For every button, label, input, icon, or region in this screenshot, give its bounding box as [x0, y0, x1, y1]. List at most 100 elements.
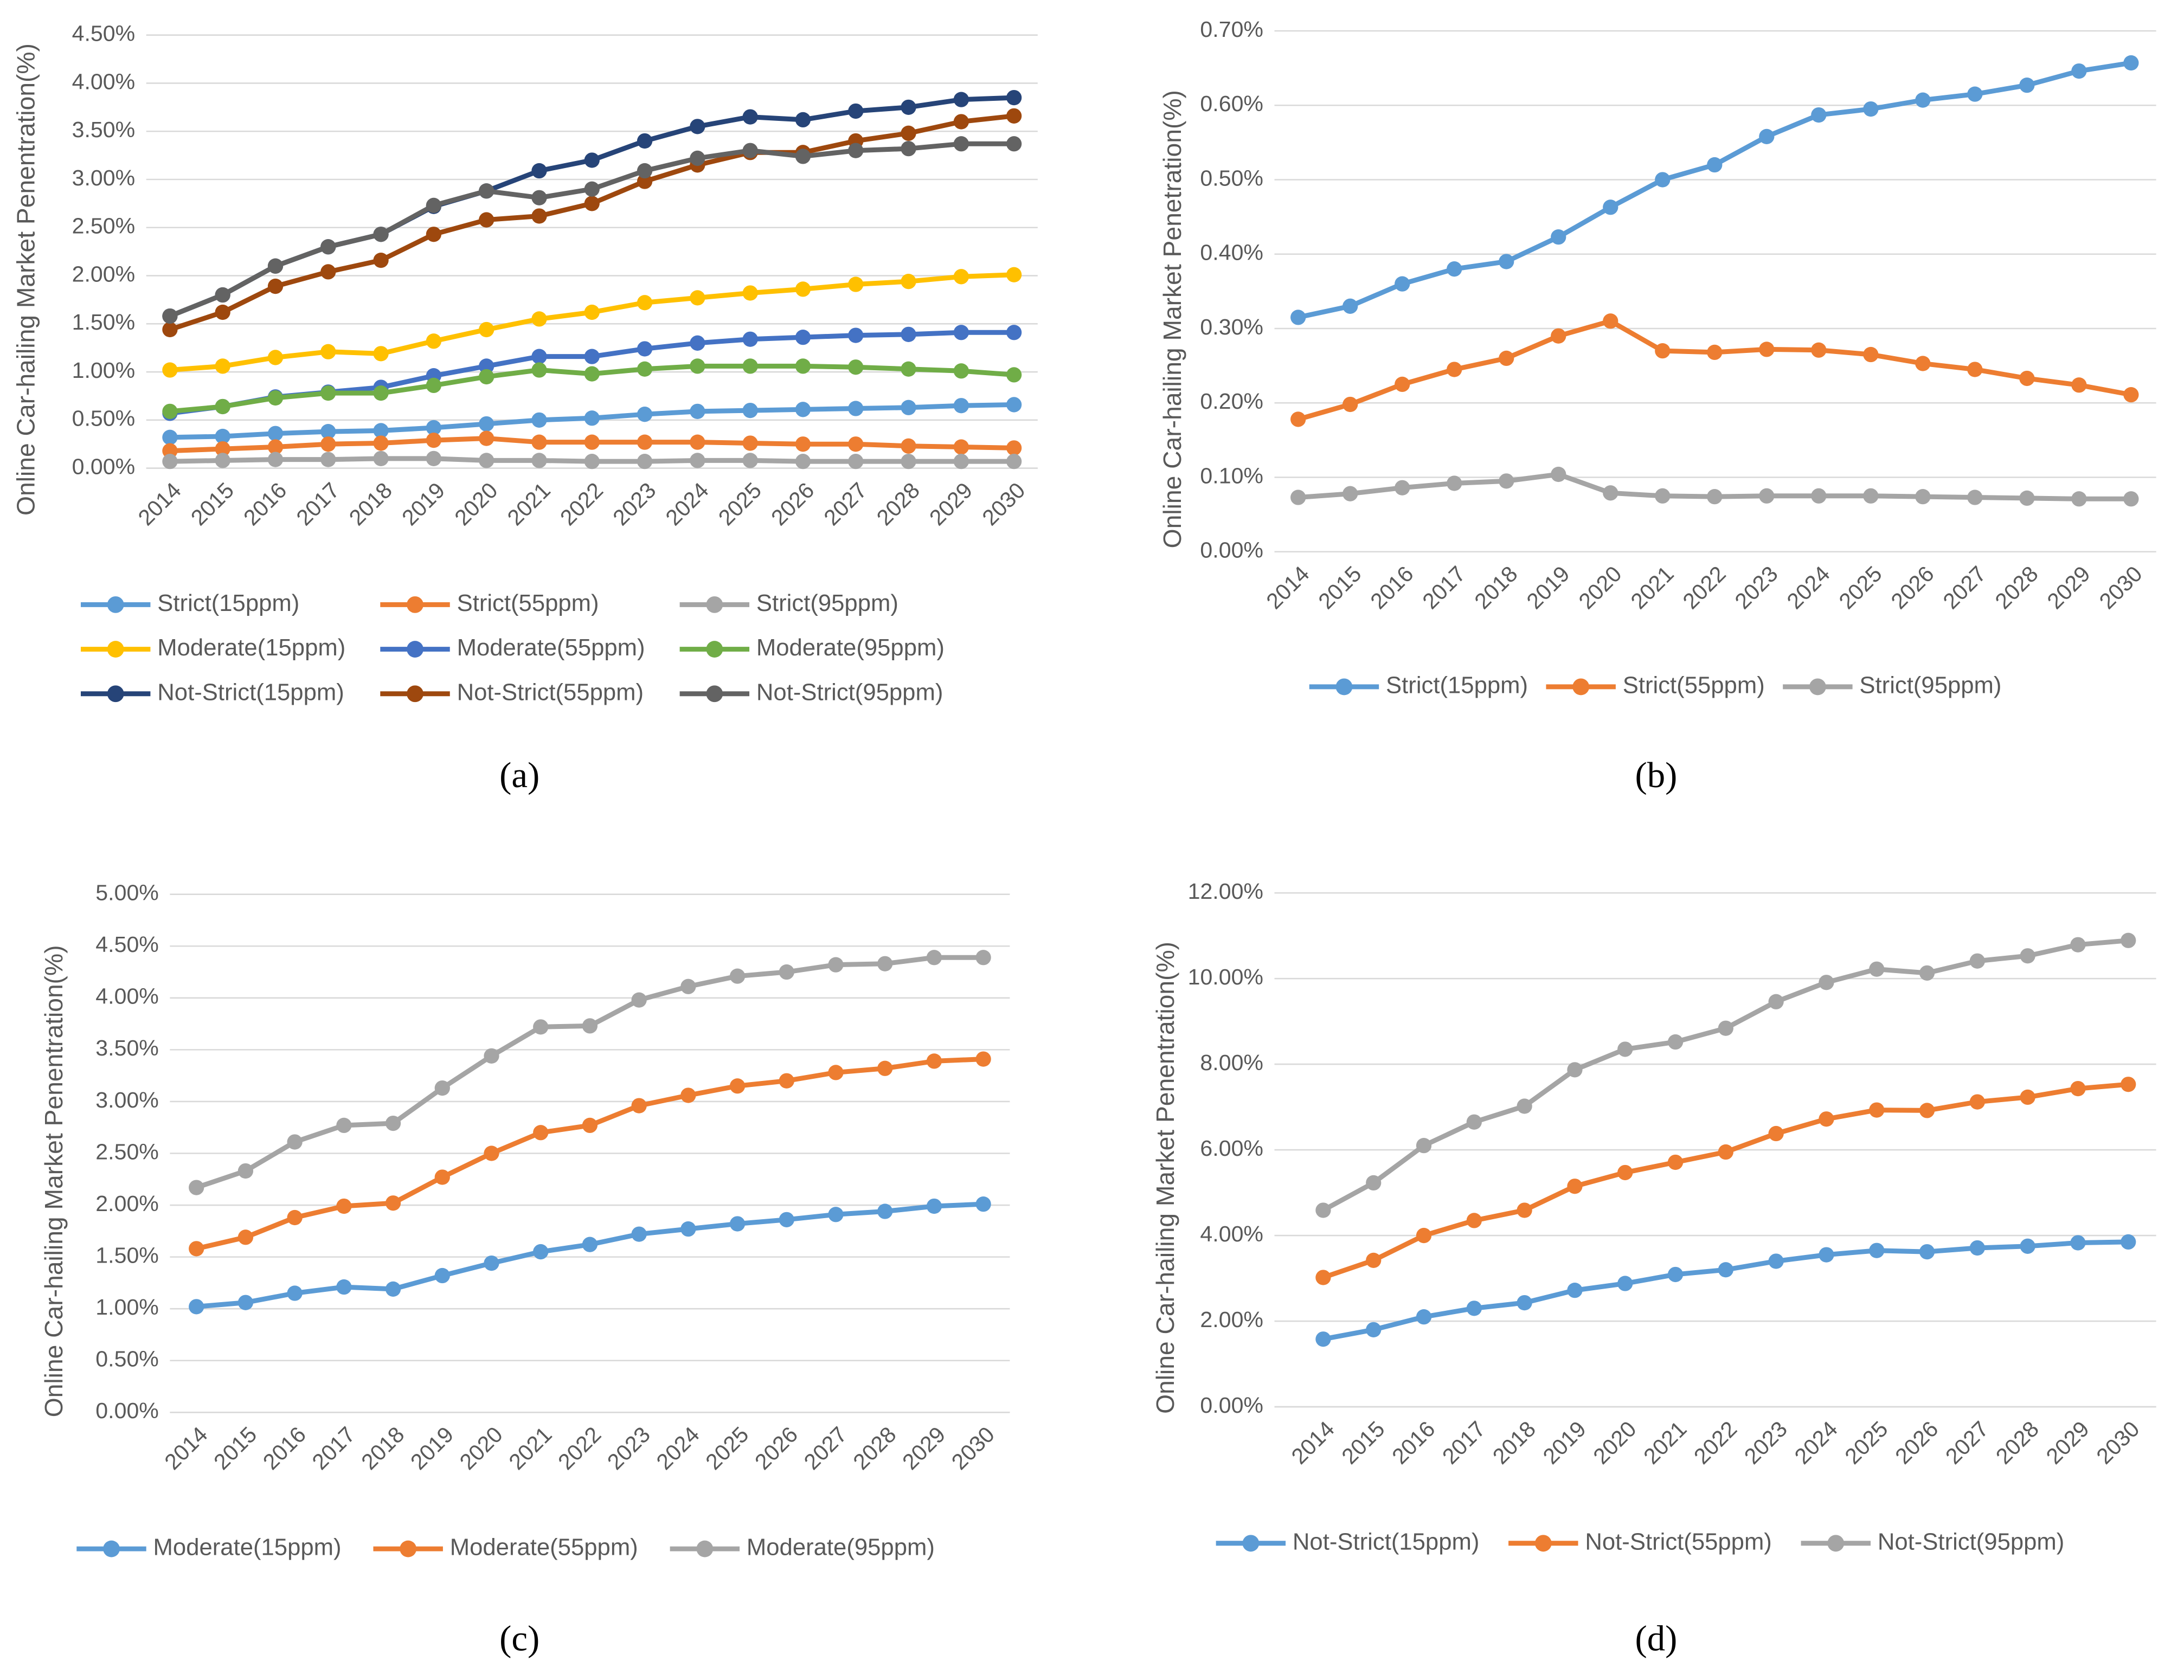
data-point — [373, 450, 389, 466]
y-tick-label: 3.00% — [72, 165, 136, 190]
legend-label: Strict(55ppm) — [1623, 672, 1765, 698]
legend-label: Strict(95ppm) — [1859, 672, 2001, 698]
data-point — [1969, 953, 1985, 969]
y-tick-label: 5.00% — [95, 880, 159, 905]
data-point — [1567, 1179, 1583, 1194]
y-tick-label: 0.20% — [1200, 389, 1263, 414]
x-tick-label: 2021 — [504, 1422, 556, 1475]
data-point — [1315, 1270, 1331, 1285]
data-point — [267, 350, 284, 365]
data-point — [1707, 489, 1723, 505]
data-point — [2019, 370, 2035, 387]
data-point — [1447, 261, 1462, 277]
data-point — [215, 441, 230, 457]
data-point — [531, 412, 547, 428]
data-point — [795, 330, 811, 345]
data-point — [690, 119, 705, 134]
legend-marker — [107, 641, 124, 658]
data-point — [631, 1098, 647, 1113]
data-point — [1869, 961, 1885, 977]
legend-marker — [1534, 1535, 1552, 1552]
data-point — [584, 366, 600, 382]
x-tick-label: 2030 — [2092, 1417, 2144, 1469]
x-tick-label: 2021 — [1639, 1417, 1691, 1469]
x-tick-label: 2029 — [924, 478, 977, 530]
data-point — [1466, 1114, 1482, 1130]
x-tick-label: 2016 — [239, 478, 291, 530]
data-point — [637, 434, 653, 450]
x-tick-label: 2023 — [602, 1422, 655, 1475]
data-point — [1811, 107, 1827, 123]
y-tick-label: 2.50% — [95, 1139, 159, 1164]
x-tick-label: 2015 — [1313, 561, 1366, 614]
data-point — [1499, 473, 1514, 489]
data-point — [162, 443, 178, 459]
y-tick-label: 0.50% — [95, 1347, 159, 1372]
chart-panel: 0.00% 2.00% 4.00% 6.00% 8.00% 10.00% 12.00% 201… — [1151, 879, 2156, 1659]
data-point — [2019, 490, 2035, 506]
data-point — [189, 1299, 204, 1315]
data-point — [1416, 1309, 1432, 1325]
data-point — [2070, 1235, 2086, 1251]
data-point — [1517, 1202, 1532, 1218]
data-point — [690, 434, 705, 450]
data-point — [779, 964, 794, 980]
data-point — [1919, 965, 1935, 981]
data-point — [680, 979, 696, 994]
legend-marker — [1827, 1535, 1845, 1552]
data-point — [531, 349, 547, 364]
data-point — [953, 398, 969, 414]
x-tick-label: 2015 — [209, 1422, 261, 1475]
data-point — [795, 358, 811, 374]
x-tick-label: 2015 — [186, 478, 239, 530]
data-point — [373, 346, 389, 362]
data-point — [426, 227, 442, 242]
legend-marker — [103, 1540, 120, 1557]
data-point — [320, 436, 336, 452]
data-point — [953, 136, 969, 152]
data-point — [1759, 488, 1775, 504]
data-point — [2020, 1089, 2035, 1105]
data-point — [267, 390, 284, 406]
data-point — [385, 1115, 401, 1131]
data-point — [426, 432, 442, 448]
y-tick-label: 1.50% — [95, 1243, 159, 1267]
data-point — [729, 1216, 746, 1232]
legend-marker — [407, 685, 423, 703]
data-point — [1655, 172, 1671, 188]
x-tick-label: 2023 — [608, 478, 660, 530]
data-point — [479, 453, 494, 468]
legend-marker — [1809, 678, 1826, 696]
data-point — [1395, 376, 1410, 392]
legend-label: Moderate(55ppm) — [450, 1534, 638, 1561]
data-point — [1315, 1331, 1331, 1347]
data-point — [533, 1244, 549, 1260]
data-point — [2121, 932, 2136, 948]
y-tick-label: 2.50% — [72, 214, 136, 239]
data-point — [336, 1198, 352, 1214]
y-tick-label: 1.00% — [72, 358, 136, 383]
x-tick-label: 2023 — [1730, 561, 1783, 614]
series-line — [196, 1201, 984, 1309]
x-tick-label: 2028 — [848, 1422, 901, 1475]
series-line — [1322, 938, 2129, 1213]
data-point — [484, 1145, 499, 1161]
data-point — [479, 369, 494, 385]
data-point — [1863, 101, 1879, 117]
y-tick-label: 0.10% — [1200, 463, 1263, 488]
data-point — [690, 453, 705, 468]
data-point — [637, 133, 653, 149]
data-point — [237, 1230, 254, 1245]
data-point — [1567, 1062, 1583, 1078]
y-tick-label: 0.50% — [1200, 165, 1263, 190]
data-point — [1499, 254, 1514, 269]
data-point — [479, 183, 494, 199]
data-point — [385, 1281, 401, 1297]
panel-label: (b) — [1635, 755, 1677, 795]
data-point — [426, 333, 442, 349]
data-point — [2070, 937, 2086, 952]
y-tick-label: 0.30% — [1200, 314, 1263, 339]
data-point — [848, 103, 864, 119]
data-point — [1006, 367, 1022, 383]
data-point — [531, 163, 547, 179]
